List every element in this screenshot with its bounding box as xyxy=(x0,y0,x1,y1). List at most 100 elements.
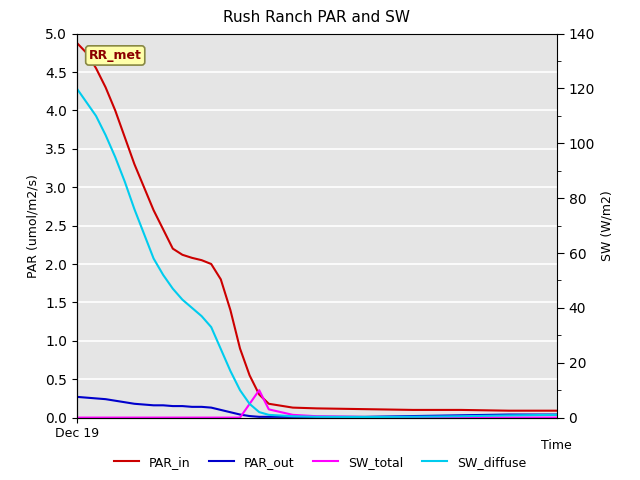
Text: RR_met: RR_met xyxy=(89,49,141,62)
PAR_out xyxy=(409,413,417,419)
PAR_out xyxy=(505,412,513,418)
SW_diffuse xyxy=(102,132,109,138)
SW_diffuse xyxy=(246,401,253,407)
PAR_in xyxy=(73,40,81,46)
Line: SW_total: SW_total xyxy=(77,390,557,418)
PAR_in xyxy=(92,65,100,71)
PAR_in xyxy=(150,207,157,213)
SW_diffuse xyxy=(361,414,369,420)
PAR_in xyxy=(505,408,513,414)
SW_diffuse xyxy=(179,297,186,302)
PAR_out xyxy=(289,414,297,420)
X-axis label: Time: Time xyxy=(541,439,572,452)
SW_total xyxy=(217,415,225,420)
SW_total xyxy=(313,413,321,419)
SW_diffuse xyxy=(198,313,205,319)
SW_diffuse xyxy=(111,154,119,160)
SW_total xyxy=(255,387,263,393)
SW_diffuse xyxy=(188,305,196,311)
SW_total xyxy=(246,401,253,407)
Line: PAR_out: PAR_out xyxy=(77,397,557,417)
PAR_out xyxy=(102,396,109,402)
SW_diffuse xyxy=(227,368,234,374)
SW_total xyxy=(236,415,244,420)
PAR_in xyxy=(121,134,129,140)
PAR_in xyxy=(236,346,244,351)
PAR_out xyxy=(553,412,561,418)
PAR_in xyxy=(198,257,205,263)
PAR_in xyxy=(131,161,138,167)
SW_diffuse xyxy=(159,272,167,278)
PAR_out xyxy=(207,405,215,410)
SW_diffuse xyxy=(289,413,297,419)
PAR_in xyxy=(409,407,417,413)
Legend: PAR_in, PAR_out, SW_total, SW_diffuse: PAR_in, PAR_out, SW_total, SW_diffuse xyxy=(109,451,531,474)
SW_total xyxy=(227,415,234,420)
Line: SW_diffuse: SW_diffuse xyxy=(77,88,557,417)
PAR_out xyxy=(121,399,129,405)
SW_diffuse xyxy=(553,412,561,418)
PAR_out xyxy=(227,409,234,415)
PAR_in xyxy=(83,50,90,56)
SW_total xyxy=(265,407,273,412)
Title: Rush Ranch PAR and SW: Rush Ranch PAR and SW xyxy=(223,11,410,25)
PAR_out xyxy=(198,404,205,410)
PAR_out xyxy=(313,414,321,420)
PAR_out xyxy=(265,414,273,420)
SW_total xyxy=(361,414,369,420)
SW_total xyxy=(409,414,417,420)
SW_diffuse xyxy=(217,346,225,352)
PAR_out xyxy=(217,407,225,413)
PAR_out xyxy=(140,402,148,408)
PAR_in xyxy=(246,372,253,378)
SW_diffuse xyxy=(150,256,157,262)
SW_diffuse xyxy=(255,409,263,415)
PAR_out xyxy=(255,414,263,420)
PAR_out xyxy=(236,412,244,418)
SW_diffuse xyxy=(83,99,90,105)
PAR_in xyxy=(102,84,109,90)
PAR_out xyxy=(92,396,100,401)
PAR_in xyxy=(217,276,225,282)
SW_diffuse xyxy=(236,387,244,393)
SW_diffuse xyxy=(409,414,417,420)
PAR_in xyxy=(313,406,321,411)
PAR_in xyxy=(207,261,215,267)
PAR_out xyxy=(179,403,186,409)
PAR_in xyxy=(227,307,234,313)
SW_total xyxy=(289,412,297,418)
SW_diffuse xyxy=(92,113,100,119)
PAR_in xyxy=(179,252,186,258)
PAR_in xyxy=(188,255,196,261)
PAR_in xyxy=(140,184,148,190)
SW_diffuse xyxy=(505,412,513,418)
Line: PAR_in: PAR_in xyxy=(77,43,557,411)
PAR_out xyxy=(150,402,157,408)
Y-axis label: SW (W/m2): SW (W/m2) xyxy=(600,190,614,261)
SW_diffuse xyxy=(457,413,465,419)
SW_diffuse xyxy=(131,206,138,212)
SW_total xyxy=(73,415,81,420)
PAR_in xyxy=(111,108,119,113)
PAR_in xyxy=(265,401,273,407)
PAR_in xyxy=(159,227,167,232)
SW_total xyxy=(553,415,561,420)
PAR_out xyxy=(73,394,81,400)
PAR_out xyxy=(457,412,465,418)
PAR_in xyxy=(289,405,297,410)
Y-axis label: PAR (umol/m2/s): PAR (umol/m2/s) xyxy=(26,174,40,277)
PAR_in xyxy=(361,406,369,412)
SW_diffuse xyxy=(313,414,321,420)
PAR_out xyxy=(131,401,138,407)
PAR_in xyxy=(553,408,561,414)
SW_total xyxy=(207,415,215,420)
PAR_out xyxy=(159,402,167,408)
PAR_out xyxy=(83,395,90,400)
SW_total xyxy=(505,415,513,420)
SW_diffuse xyxy=(169,286,177,291)
SW_diffuse xyxy=(265,412,273,418)
SW_diffuse xyxy=(121,179,129,185)
PAR_out xyxy=(361,414,369,420)
PAR_out xyxy=(246,413,253,419)
SW_diffuse xyxy=(207,324,215,330)
